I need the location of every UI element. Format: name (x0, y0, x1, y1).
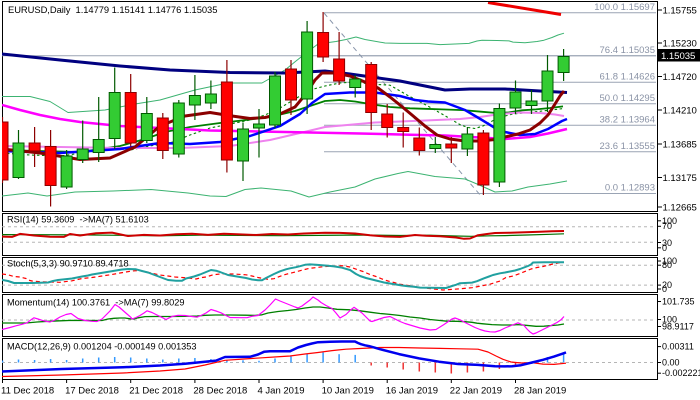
svg-text:70: 70 (662, 221, 672, 231)
svg-text:76.4 1.15035: 76.4 1.15035 (600, 45, 655, 56)
svg-text:28 Jan 2019: 28 Jan 2019 (514, 386, 566, 397)
svg-text:0.00311: 0.00311 (662, 342, 694, 352)
svg-text:22 Jan 2019: 22 Jan 2019 (450, 386, 502, 397)
svg-text:Stoch(5,3,3) 90.9710 89.4718: Stoch(5,3,3) 90.9710 89.4718 (7, 259, 129, 269)
svg-text:11 Dec 2018: 11 Dec 2018 (1, 386, 54, 397)
svg-text:1.15035: 1.15035 (661, 51, 695, 62)
svg-text:RSI(14) 59.3609 ->MA(7) 51.61: RSI(14) 59.3609 ->MA(7) 51.6103 (7, 215, 149, 225)
svg-text:4 Jan 2019: 4 Jan 2019 (258, 386, 305, 397)
svg-text:1.13175: 1.13175 (663, 173, 697, 184)
svg-text:80: 80 (662, 260, 672, 270)
svg-text:Momentum(14) 100.3761 ->MA(7): Momentum(14) 100.3761 ->MA(7) 99.8029 (7, 298, 184, 308)
svg-text:MACD(12,26,9) 0.001204 -0.0001: MACD(12,26,9) 0.001204 -0.000149 0.00135… (7, 342, 197, 352)
svg-text:21 Dec 2018: 21 Dec 2018 (129, 386, 183, 397)
svg-text:101.735: 101.735 (662, 297, 695, 307)
svg-text:30: 30 (662, 238, 672, 248)
svg-text:23.6 1.13555: 23.6 1.13555 (600, 141, 655, 152)
svg-text:-0.002221: -0.002221 (662, 368, 700, 378)
svg-text:0.00: 0.00 (662, 358, 680, 368)
svg-text:38.2 1.13964: 38.2 1.13964 (600, 114, 655, 125)
svg-text:100: 100 (662, 315, 677, 325)
svg-text:100: 100 (662, 256, 677, 266)
svg-text:61.8 1.14626: 61.8 1.14626 (600, 71, 655, 82)
svg-text:0.0 1.12893: 0.0 1.12893 (605, 183, 655, 194)
svg-text:98.9117: 98.9117 (662, 322, 694, 332)
svg-text:1.13685: 1.13685 (663, 140, 697, 151)
svg-text:17 Dec 2018: 17 Dec 2018 (65, 386, 119, 397)
svg-text:16 Jan 2019: 16 Jan 2019 (386, 386, 438, 397)
svg-text:0: 0 (662, 243, 667, 253)
svg-text:1.15755: 1.15755 (663, 6, 697, 17)
svg-text:1.12665: 1.12665 (663, 203, 697, 214)
svg-text:1.14720: 1.14720 (663, 72, 697, 83)
svg-text:100.0 1.15697: 100.0 1.15697 (594, 2, 655, 13)
svg-text:100: 100 (662, 216, 677, 226)
svg-text:1.15230: 1.15230 (663, 39, 697, 50)
svg-text:10 Jan 2019: 10 Jan 2019 (322, 386, 374, 397)
svg-text:EURUSD,Daily 1.14779 1.15141: EURUSD,Daily 1.14779 1.15141 1.14776 1.1… (8, 4, 217, 15)
svg-text:1.14210: 1.14210 (663, 106, 697, 117)
svg-text:20: 20 (662, 280, 672, 290)
svg-text:50.0 1.14295: 50.0 1.14295 (600, 93, 655, 104)
svg-text:0: 0 (662, 284, 667, 294)
svg-text:28 Dec 2018: 28 Dec 2018 (193, 386, 247, 397)
